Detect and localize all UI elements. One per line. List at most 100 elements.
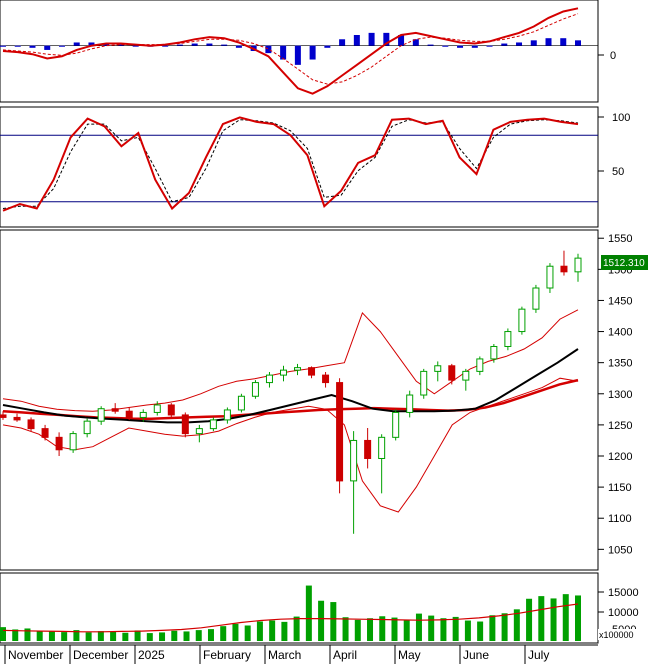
macd-histogram-bar [368, 32, 375, 46]
macd-histogram-bar [88, 42, 95, 46]
volume-bar [244, 625, 251, 641]
volume-bar [159, 632, 166, 641]
volume-unit-box [598, 629, 648, 640]
volume-bar [562, 594, 569, 641]
vol-tick-15000: 15000 [608, 587, 639, 599]
volume-bar [207, 629, 214, 641]
candle-body [83, 420, 91, 435]
macd-histogram-bar [14, 45, 21, 47]
macd-histogram-bar [58, 45, 65, 47]
price-ticks: 1550150014501400135013001250120011501100… [598, 233, 632, 556]
macd-histogram-bar [353, 35, 360, 46]
price-frame [0, 229, 599, 571]
month-label: July [528, 648, 549, 662]
macd-line [2, 7, 579, 95]
volume-bar [195, 630, 202, 641]
candle-body [223, 409, 231, 421]
month-label: December [73, 648, 128, 662]
candle-body [462, 370, 470, 381]
volume-bar [61, 632, 68, 641]
volume-bar [342, 617, 349, 641]
macd-histogram-bar [545, 38, 552, 46]
last-price-badge [601, 255, 648, 270]
macd-histogram-bar [427, 44, 434, 46]
candle-body [237, 395, 245, 411]
candle-body [55, 436, 63, 451]
volume-bar [146, 633, 153, 641]
volume-bar [220, 626, 227, 641]
candle-body [378, 436, 386, 459]
macd-histogram-bar [294, 45, 301, 65]
candle-body [125, 410, 133, 418]
volume-bar [501, 613, 508, 641]
macd-histogram-bar [501, 43, 508, 46]
macd-histogram-bar [44, 45, 51, 50]
macd-histogram-bar [442, 45, 449, 47]
volume-bar [367, 618, 374, 641]
price-tick-label: 1550 [608, 233, 632, 245]
macd-histogram-bar [530, 40, 537, 46]
candle-body [27, 419, 35, 430]
volume-bar [269, 620, 276, 641]
macd-histogram-bar [103, 43, 110, 46]
macd-panel: 0 [0, 0, 616, 103]
candle-body [574, 257, 582, 273]
candle-body [420, 370, 428, 396]
price-tick-label: 1450 [608, 295, 632, 307]
candle-body [294, 367, 302, 371]
candle-body [336, 382, 344, 482]
volume-unit-label: x100000 [599, 630, 634, 640]
volume-bar [281, 621, 288, 641]
volume-frame [0, 572, 599, 644]
stoch-tick-50: 50 [612, 166, 624, 178]
macd-histogram-bar [162, 45, 169, 47]
price-tick-label: 1350 [608, 358, 632, 370]
price-tick-label: 1250 [608, 420, 632, 432]
candle-body [111, 408, 119, 412]
candle-body [97, 408, 105, 422]
volume-bar [97, 631, 104, 641]
volume-bar [489, 615, 496, 641]
candle-body [448, 365, 456, 381]
candle-body [560, 265, 568, 273]
macd-histogram-bar [0, 45, 6, 47]
macd-histogram-bar [383, 32, 390, 46]
month-axis: November December 2025 February March April Ma… [0, 644, 598, 664]
candle-body [546, 265, 554, 289]
macd-histogram-bar [516, 42, 523, 46]
candle-body [532, 287, 540, 310]
stochastic-frame [0, 106, 599, 228]
month-label: March [268, 648, 301, 662]
stoch-tick-100: 100 [612, 112, 630, 124]
macd-histogram-bar [457, 45, 464, 48]
macd-signal-line [2, 13, 579, 85]
macd-histogram-bar [309, 45, 316, 60]
volume-bar [256, 621, 263, 641]
volume-bar [318, 600, 325, 641]
candle-body [181, 414, 189, 435]
macd-histogram-bar [176, 44, 183, 46]
candle-body [0, 414, 7, 418]
stochastic-panel: 100 50 [0, 106, 630, 228]
volume-bar [575, 595, 581, 641]
volume-moving-average [2, 603, 579, 633]
macd-histogram-bar [29, 45, 36, 48]
volume-bar [513, 609, 520, 641]
volume-bar [12, 629, 19, 641]
volume-bar [391, 617, 398, 641]
candle-body [209, 419, 217, 430]
volume-bar [550, 598, 557, 641]
price-tick-label: 1300 [608, 389, 632, 401]
volume-bar [110, 631, 117, 641]
last-price-label: 1512.310 [603, 258, 645, 269]
candle-body [139, 411, 147, 418]
macd-histogram-bar [280, 45, 287, 60]
volume-bar [36, 630, 43, 641]
price-panel: 1550150014501400135013001250120011501100… [0, 229, 648, 571]
volume-layer [0, 585, 581, 641]
volume-bar [24, 628, 31, 641]
price-tick-label: 1100 [608, 513, 632, 525]
volume-bar [415, 613, 422, 641]
volume-bar [122, 632, 129, 641]
